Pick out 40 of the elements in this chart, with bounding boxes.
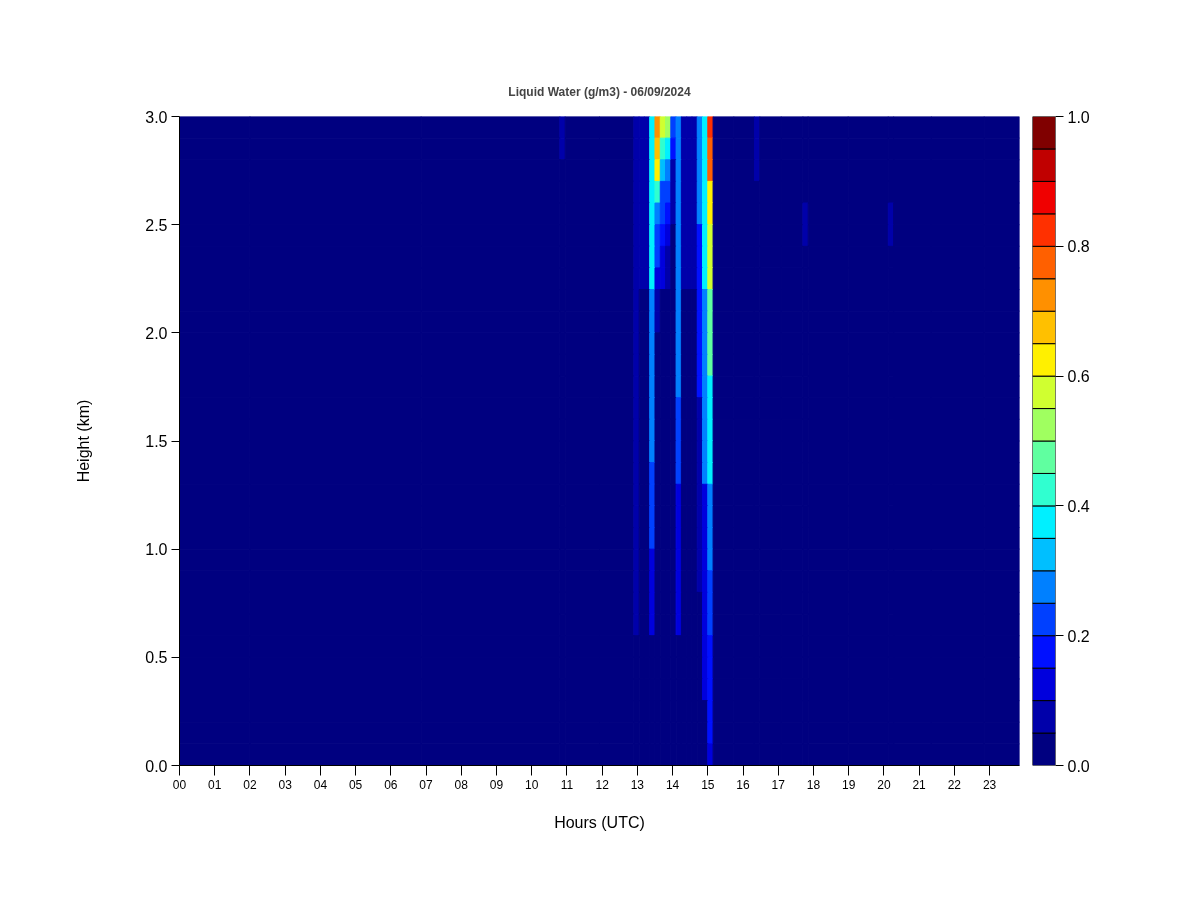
x-tick-label: 12 bbox=[595, 777, 610, 792]
color-bar-label: 0.8 bbox=[1067, 238, 1090, 256]
x-axis-title: Hours (UTC) bbox=[554, 813, 645, 831]
y-tick-label: 2.5 bbox=[145, 216, 168, 234]
x-tick-label: 06 bbox=[384, 777, 398, 792]
color-bar-label: 1.0 bbox=[1067, 108, 1090, 126]
chart-title: Liquid Water (g/m3) - 06/09/2024 bbox=[508, 84, 691, 99]
x-tick-label: 07 bbox=[419, 777, 434, 792]
x-tick-label: 05 bbox=[348, 777, 363, 792]
x-tick-label: 11 bbox=[560, 777, 574, 792]
y-tick-label: 0.5 bbox=[145, 649, 168, 667]
color-bar-label: 0.6 bbox=[1067, 368, 1090, 386]
x-tick-label: 16 bbox=[736, 777, 751, 792]
x-tick-label: 01 bbox=[208, 777, 222, 792]
color-bar-label: 0.0 bbox=[1067, 757, 1090, 775]
y-tick-label: 3.0 bbox=[145, 108, 168, 126]
y-tick-label: 1.5 bbox=[145, 433, 168, 450]
x-tick-label: 14 bbox=[665, 777, 680, 792]
x-tick-label: 00 bbox=[172, 777, 187, 792]
x-tick-label: 02 bbox=[243, 777, 257, 792]
x-tick-label: 09 bbox=[489, 777, 504, 792]
x-tick-label: 20 bbox=[877, 777, 891, 792]
y-axis-title: Height (km) bbox=[75, 399, 93, 483]
x-tick-label: 15 bbox=[701, 777, 715, 792]
x-tick-label: 03 bbox=[278, 777, 293, 792]
x-tick-label: 13 bbox=[630, 777, 645, 792]
color-bar-label: 0.4 bbox=[1067, 497, 1090, 515]
color-bar-label: 0.2 bbox=[1067, 627, 1090, 645]
x-tick-label: 19 bbox=[842, 777, 856, 792]
y-tick-label: 2.0 bbox=[145, 324, 168, 342]
x-tick-label: 23 bbox=[982, 777, 997, 792]
x-tick-label: 10 bbox=[525, 777, 539, 792]
y-tick-label: 1.0 bbox=[145, 541, 168, 559]
x-tick-label: 18 bbox=[806, 777, 821, 792]
x-tick-label: 04 bbox=[313, 777, 328, 792]
x-tick-label: 21 bbox=[912, 777, 927, 792]
y-tick-label: 0.0 bbox=[145, 757, 168, 775]
x-tick-label: 08 bbox=[454, 777, 469, 792]
x-tick-label: 17 bbox=[771, 777, 786, 792]
x-tick-label: 22 bbox=[947, 777, 962, 792]
